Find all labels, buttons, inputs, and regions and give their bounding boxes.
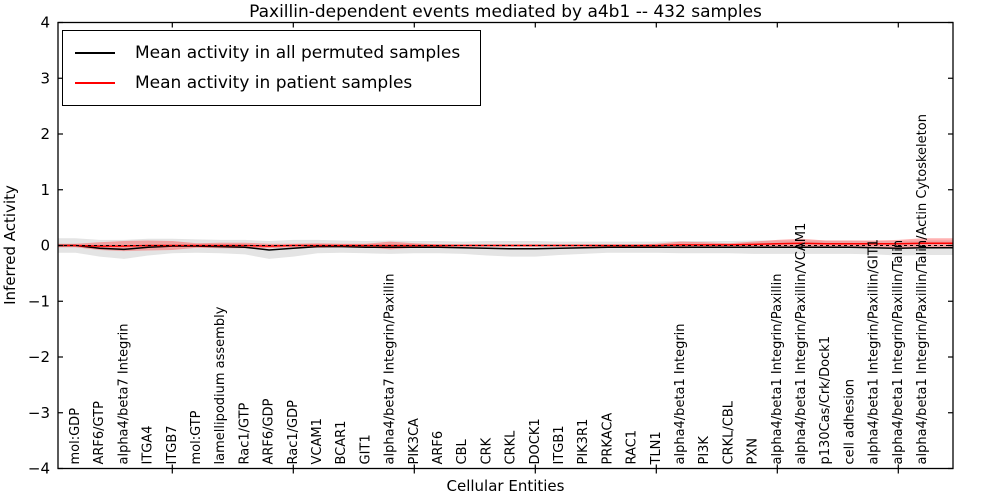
x-category-label: PRKACA [600, 413, 615, 465]
patient-line-swatch [75, 82, 115, 84]
permuted-line-swatch [75, 52, 115, 54]
x-category-label: alpha4/beta1 Integrin [673, 323, 688, 464]
x-category-label: alpha4/beta7 Integrin [116, 323, 131, 464]
x-category-label: ITGA4 [141, 425, 156, 464]
x-category-label: BCAR1 [334, 421, 349, 465]
x-category-label: ARF6/GDP [262, 398, 277, 464]
y-axis-label: Inferred Activity [1, 185, 19, 305]
x-category-label: VCAM1 [310, 418, 325, 464]
y-tick-label: 3 [40, 69, 50, 87]
y-tick-label: −2 [28, 348, 50, 366]
x-category-label: ITGB1 [552, 425, 567, 464]
x-category-label: mol:GDP [68, 408, 83, 465]
x-category-label: PXN [746, 438, 761, 464]
x-category-label: PIK3CA [407, 418, 422, 465]
x-category-label: Rac1/GTP [237, 402, 252, 464]
x-category-label: mol:GTP [189, 410, 204, 464]
x-category-label: alpha4/beta7 Integrin/Paxillin [383, 273, 398, 464]
x-category-label: CBL [455, 439, 470, 465]
legend-label-patient: Mean activity in patient samples [135, 73, 413, 93]
legend-item-patient: Mean activity in patient samples [75, 68, 460, 98]
y-tick-label: 0 [40, 237, 50, 255]
x-category-label: ITGB7 [165, 425, 180, 464]
x-category-label: GIT1 [358, 434, 373, 464]
x-category-label: CRK [479, 437, 494, 464]
x-category-label: lamellipodium assembly [213, 306, 228, 464]
x-category-label: CRKL/CBL [721, 400, 736, 464]
legend-item-permuted: Mean activity in all permuted samples [75, 38, 460, 68]
x-category-label: alpha4/beta1 Integrin/Paxillin [770, 273, 785, 464]
x-category-label: alpha4/beta1 Integrin/Paxillin/VCAM1 [794, 223, 809, 465]
x-axis-label: Cellular Entities [446, 477, 565, 495]
patient-band [58, 238, 953, 252]
x-category-label: RAC1 [625, 430, 640, 465]
y-tick-label: 4 [40, 14, 50, 32]
x-category-label: Rac1/GDP [286, 400, 301, 465]
y-tick-label: −3 [28, 404, 50, 422]
x-category-label: PIK3R1 [576, 419, 591, 465]
x-category-label: DOCK1 [528, 418, 543, 464]
x-category-label: ARF6/GTP [92, 401, 107, 465]
y-tick-label: 2 [40, 125, 50, 143]
y-tick-label: −4 [28, 460, 50, 478]
chart-title: Paxillin-dependent events mediated by a4… [249, 2, 762, 22]
x-category-label: alpha4/beta1 Integrin/Paxillin/Talin [891, 240, 906, 465]
x-category-label: alpha4/beta1 Integrin/Paxillin/GIT1 [867, 239, 882, 465]
x-category-label: ARF6 [431, 431, 446, 465]
x-category-label: cell adhesion [842, 379, 857, 465]
y-tick-label: 1 [40, 181, 50, 199]
x-category-label: PI3K [697, 436, 712, 465]
x-category-label: alpha4/beta1 Integrin/Paxillin/Talin/Act… [915, 114, 930, 464]
x-category-label: CRKL [504, 430, 519, 465]
legend-label-permuted: Mean activity in all permuted samples [135, 43, 461, 63]
y-tick-label: −1 [28, 292, 50, 310]
x-category-label: p130Cas/Crk/Dock1 [818, 336, 833, 465]
legend: Mean activity in all permuted samples Me… [62, 30, 482, 106]
x-category-label: TLN1 [649, 431, 664, 465]
